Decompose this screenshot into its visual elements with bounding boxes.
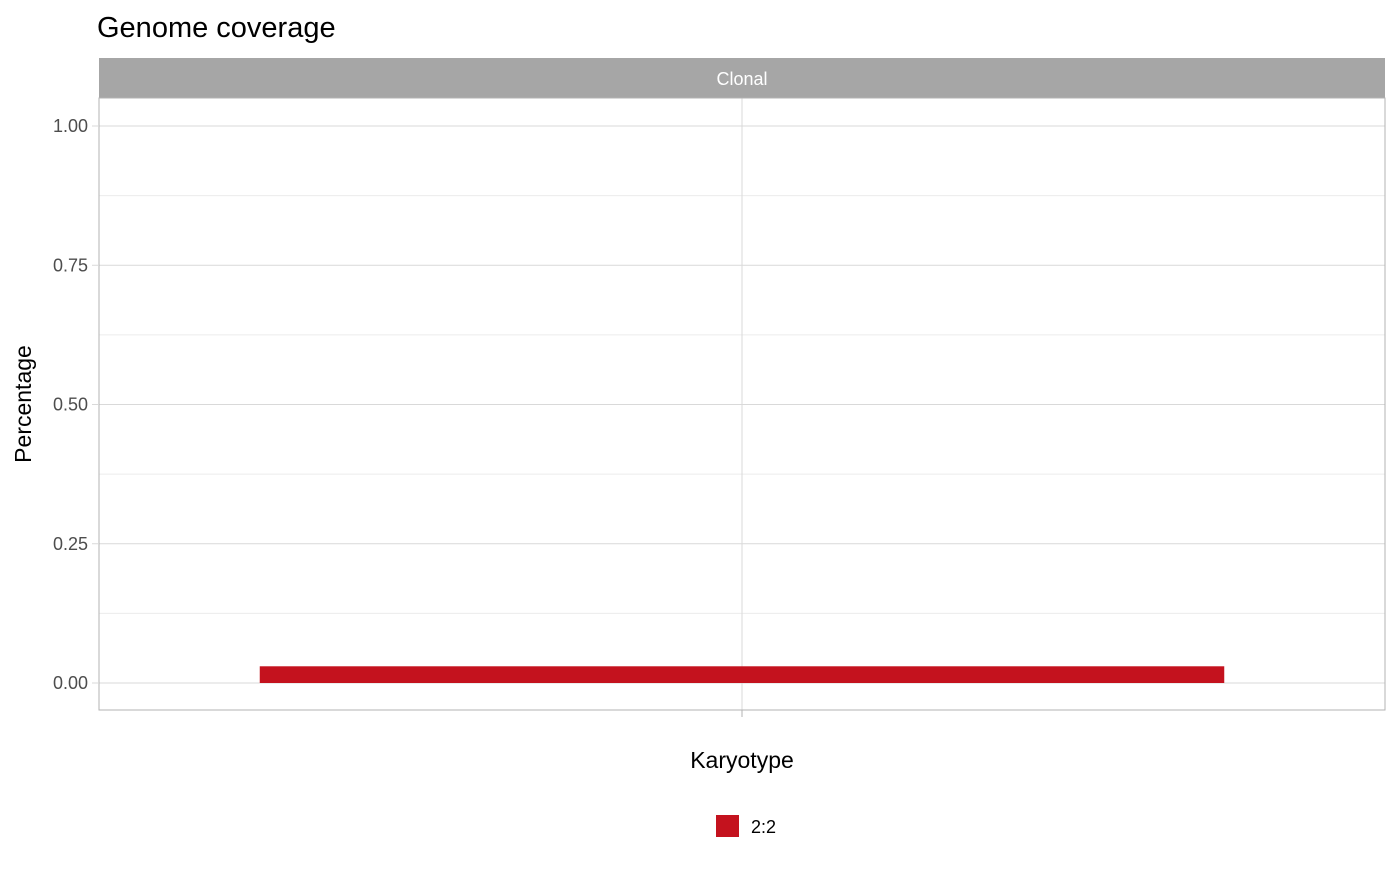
chart-title: Genome coverage bbox=[97, 12, 336, 44]
bar-layer bbox=[259, 666, 1225, 683]
legend-swatch bbox=[716, 815, 739, 837]
y-axis: 0.00 0.25 0.50 0.75 1.00 bbox=[53, 116, 99, 693]
y-tick-label: 0.00 bbox=[53, 673, 88, 693]
legend: 2:2 bbox=[716, 815, 776, 837]
y-tick-label: 0.75 bbox=[53, 255, 88, 275]
grid-layer bbox=[99, 98, 1385, 710]
x-axis-label: Karyotype bbox=[690, 747, 794, 773]
legend-label: 2:2 bbox=[751, 817, 776, 837]
y-axis-label: Percentage bbox=[10, 345, 36, 463]
bar bbox=[259, 666, 1225, 683]
y-tick-label: 0.25 bbox=[53, 534, 88, 554]
y-tick-label: 0.50 bbox=[53, 395, 88, 415]
facet-strip bbox=[99, 58, 1385, 98]
facet-label: Clonal bbox=[716, 69, 767, 89]
y-tick-label: 1.00 bbox=[53, 116, 88, 136]
